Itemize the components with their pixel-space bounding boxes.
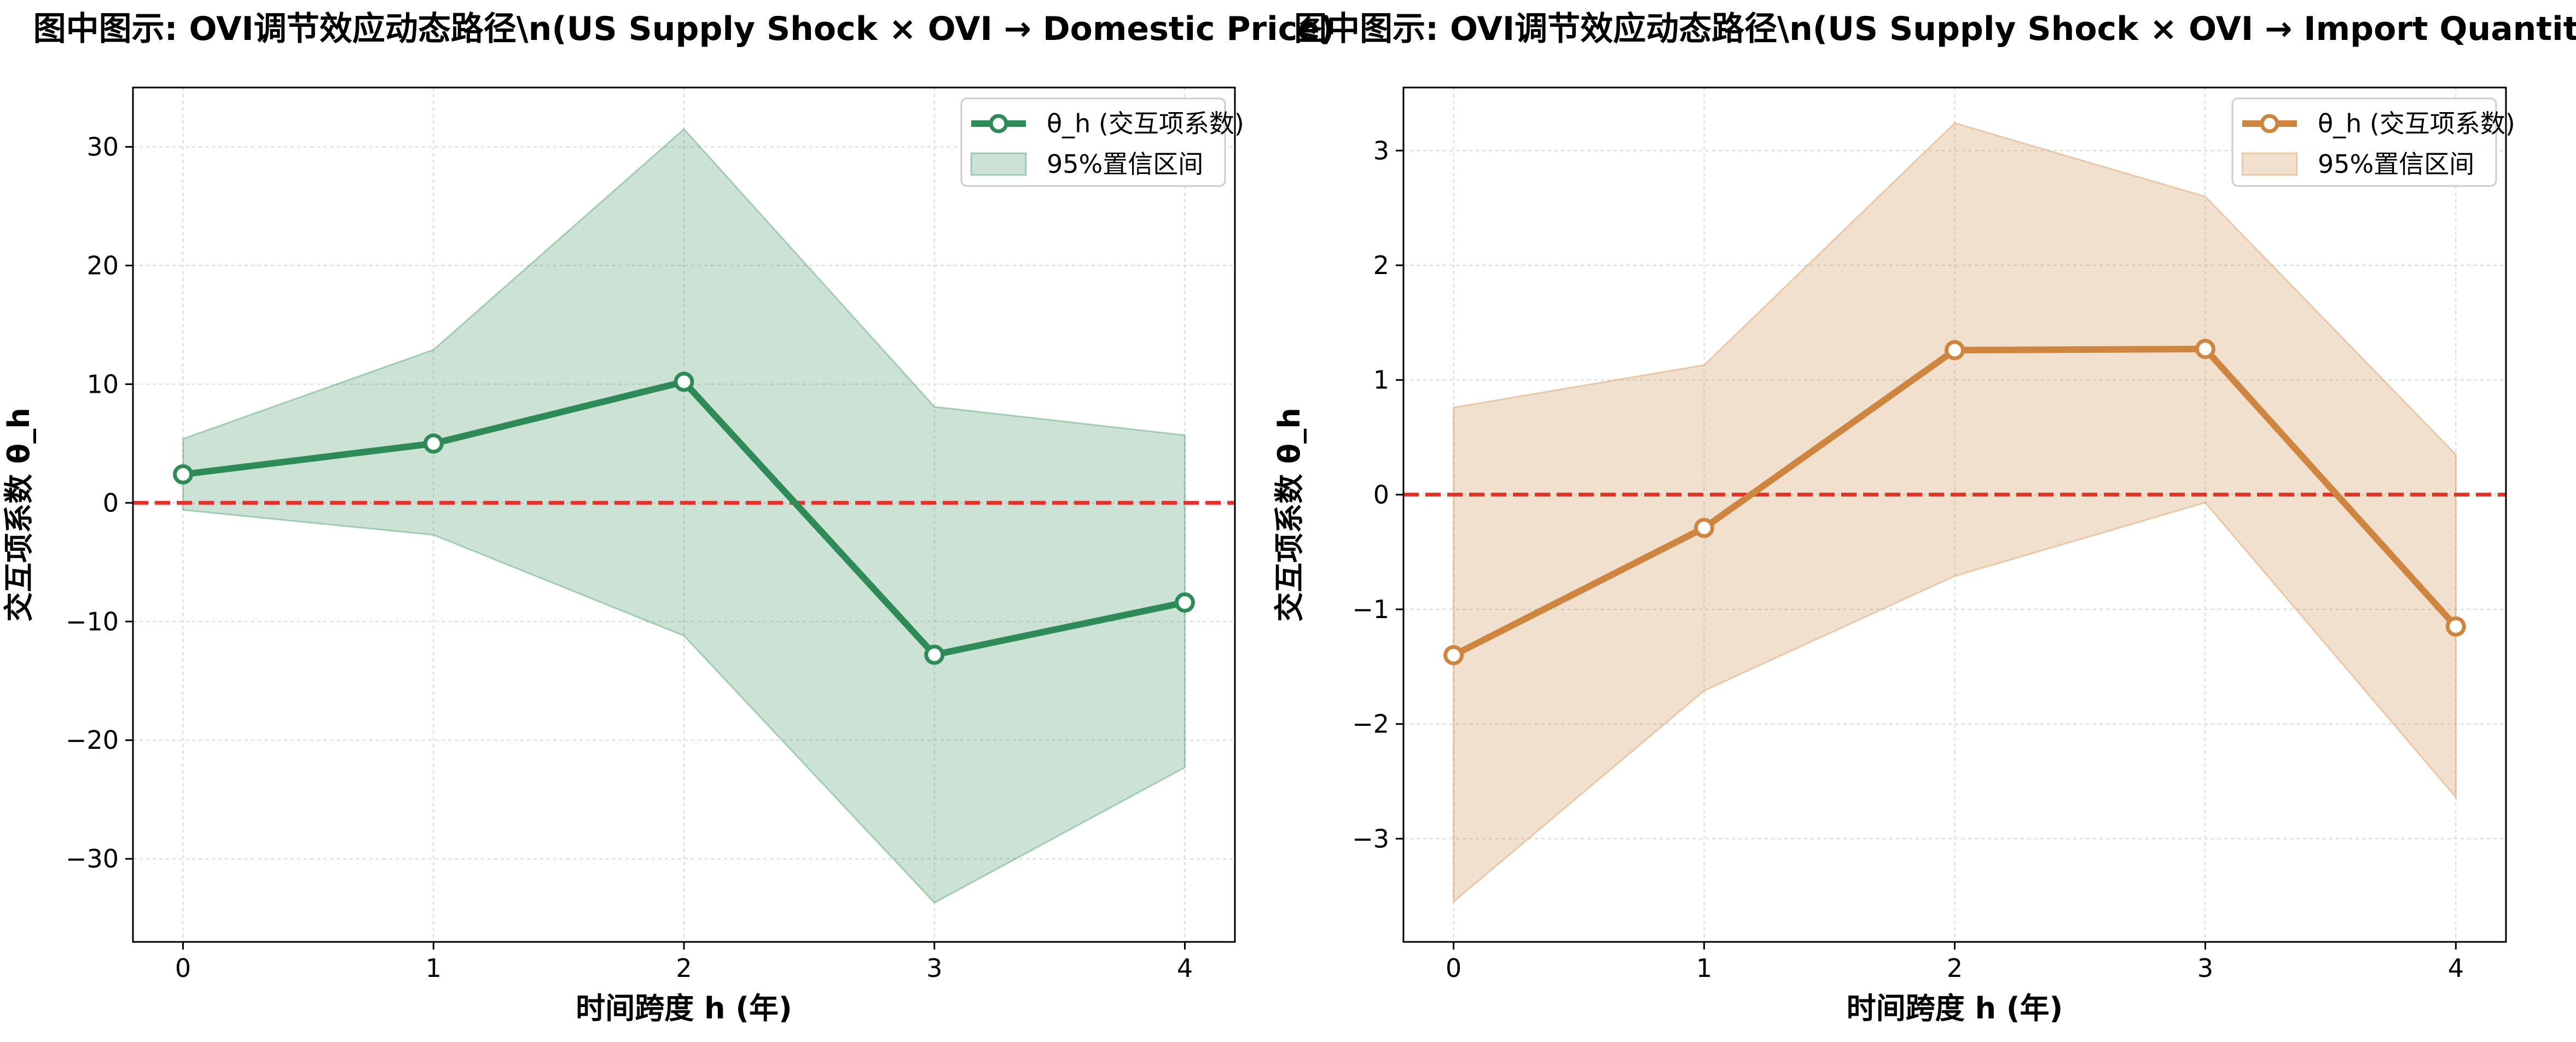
grid-lines xyxy=(133,88,1235,942)
y-tick-label: 10 xyxy=(86,369,119,399)
y-tick-label: −10 xyxy=(66,607,119,636)
chart-title: 图中图示: OVI调节效应动态路径\n(US Supply Shock × OV… xyxy=(1294,10,2576,48)
x-tick-label: 3 xyxy=(2197,953,2213,983)
legend-box xyxy=(2231,97,2497,187)
x-axis-label: 时间跨度 h (年) xyxy=(1847,991,2063,1026)
data-point xyxy=(423,433,444,454)
chart-panel-2: 图中图示: OVI调节效应动态路径\n(US Supply Shock × OV… xyxy=(1272,10,2576,1026)
data-point xyxy=(173,464,194,485)
grid-lines xyxy=(1403,88,2506,942)
y-tick-label: −30 xyxy=(66,844,119,874)
legend-series-label: θ_h (交互项系数) xyxy=(2318,109,2515,138)
y-tick-label: −2 xyxy=(1352,709,1389,739)
y-tick-label: −1 xyxy=(1352,595,1389,624)
y-tick-label: −20 xyxy=(66,725,119,755)
y-tick-label: 30 xyxy=(86,132,119,161)
y-tick-label: 1 xyxy=(1373,365,1389,395)
legend-marker-swatch xyxy=(2260,114,2279,133)
legend: θ_h (交互项系数) 95%置信区间 xyxy=(2231,97,2515,187)
chart-title: 图中图示: OVI调节效应动态路径\n(US Supply Shock × OV… xyxy=(33,10,1335,48)
confidence-band xyxy=(1453,122,2457,904)
x-tick-label: 1 xyxy=(426,953,442,983)
x-tick-label: 0 xyxy=(1446,953,1461,983)
y-axis-label: 交互项系数 θ_h xyxy=(1272,408,1307,621)
data-point xyxy=(924,644,945,665)
legend-band-label: 95%置信区间 xyxy=(1047,149,1203,179)
y-tick-label: 0 xyxy=(1373,480,1389,509)
data-point xyxy=(2195,339,2215,359)
y-tick-label: 3 xyxy=(1373,136,1389,165)
x-tick-label: 3 xyxy=(926,953,942,983)
x-tick-label: 2 xyxy=(676,953,692,983)
x-tick-label: 4 xyxy=(2448,953,2464,983)
y-tick-label: 20 xyxy=(86,251,119,280)
legend: θ_h (交互项系数) 95%置信区间 xyxy=(960,97,1244,187)
data-point xyxy=(674,371,694,392)
y-tick-label: 0 xyxy=(103,488,119,517)
data-point xyxy=(1174,592,1195,613)
legend-marker-swatch xyxy=(989,114,1008,133)
y-tick-label: −3 xyxy=(1352,824,1389,853)
data-point xyxy=(1694,517,1715,538)
x-axis-label: 时间跨度 h (年) xyxy=(576,991,792,1026)
y-axis-label: 交互项系数 θ_h xyxy=(2,408,36,621)
data-point xyxy=(2445,616,2466,637)
x-tick-label: 4 xyxy=(1177,953,1193,983)
data-point xyxy=(1443,645,1464,666)
x-tick-label: 0 xyxy=(175,953,191,983)
data-point xyxy=(1945,340,1965,360)
legend-series-label: θ_h (交互项系数) xyxy=(1047,109,1244,138)
x-tick-label: 2 xyxy=(1947,953,1963,983)
legend-box xyxy=(960,97,1226,187)
legend-band-swatch xyxy=(2241,152,2298,176)
legend-band-swatch xyxy=(970,152,1027,176)
chart-panel-1: 图中图示: OVI调节效应动态路径\n(US Supply Shock × OV… xyxy=(2,10,1335,1026)
x-tick-label: 1 xyxy=(1696,953,1712,983)
legend-band-label: 95%置信区间 xyxy=(2318,149,2474,179)
confidence-band xyxy=(182,127,1186,904)
y-tick-label: 2 xyxy=(1373,251,1389,280)
